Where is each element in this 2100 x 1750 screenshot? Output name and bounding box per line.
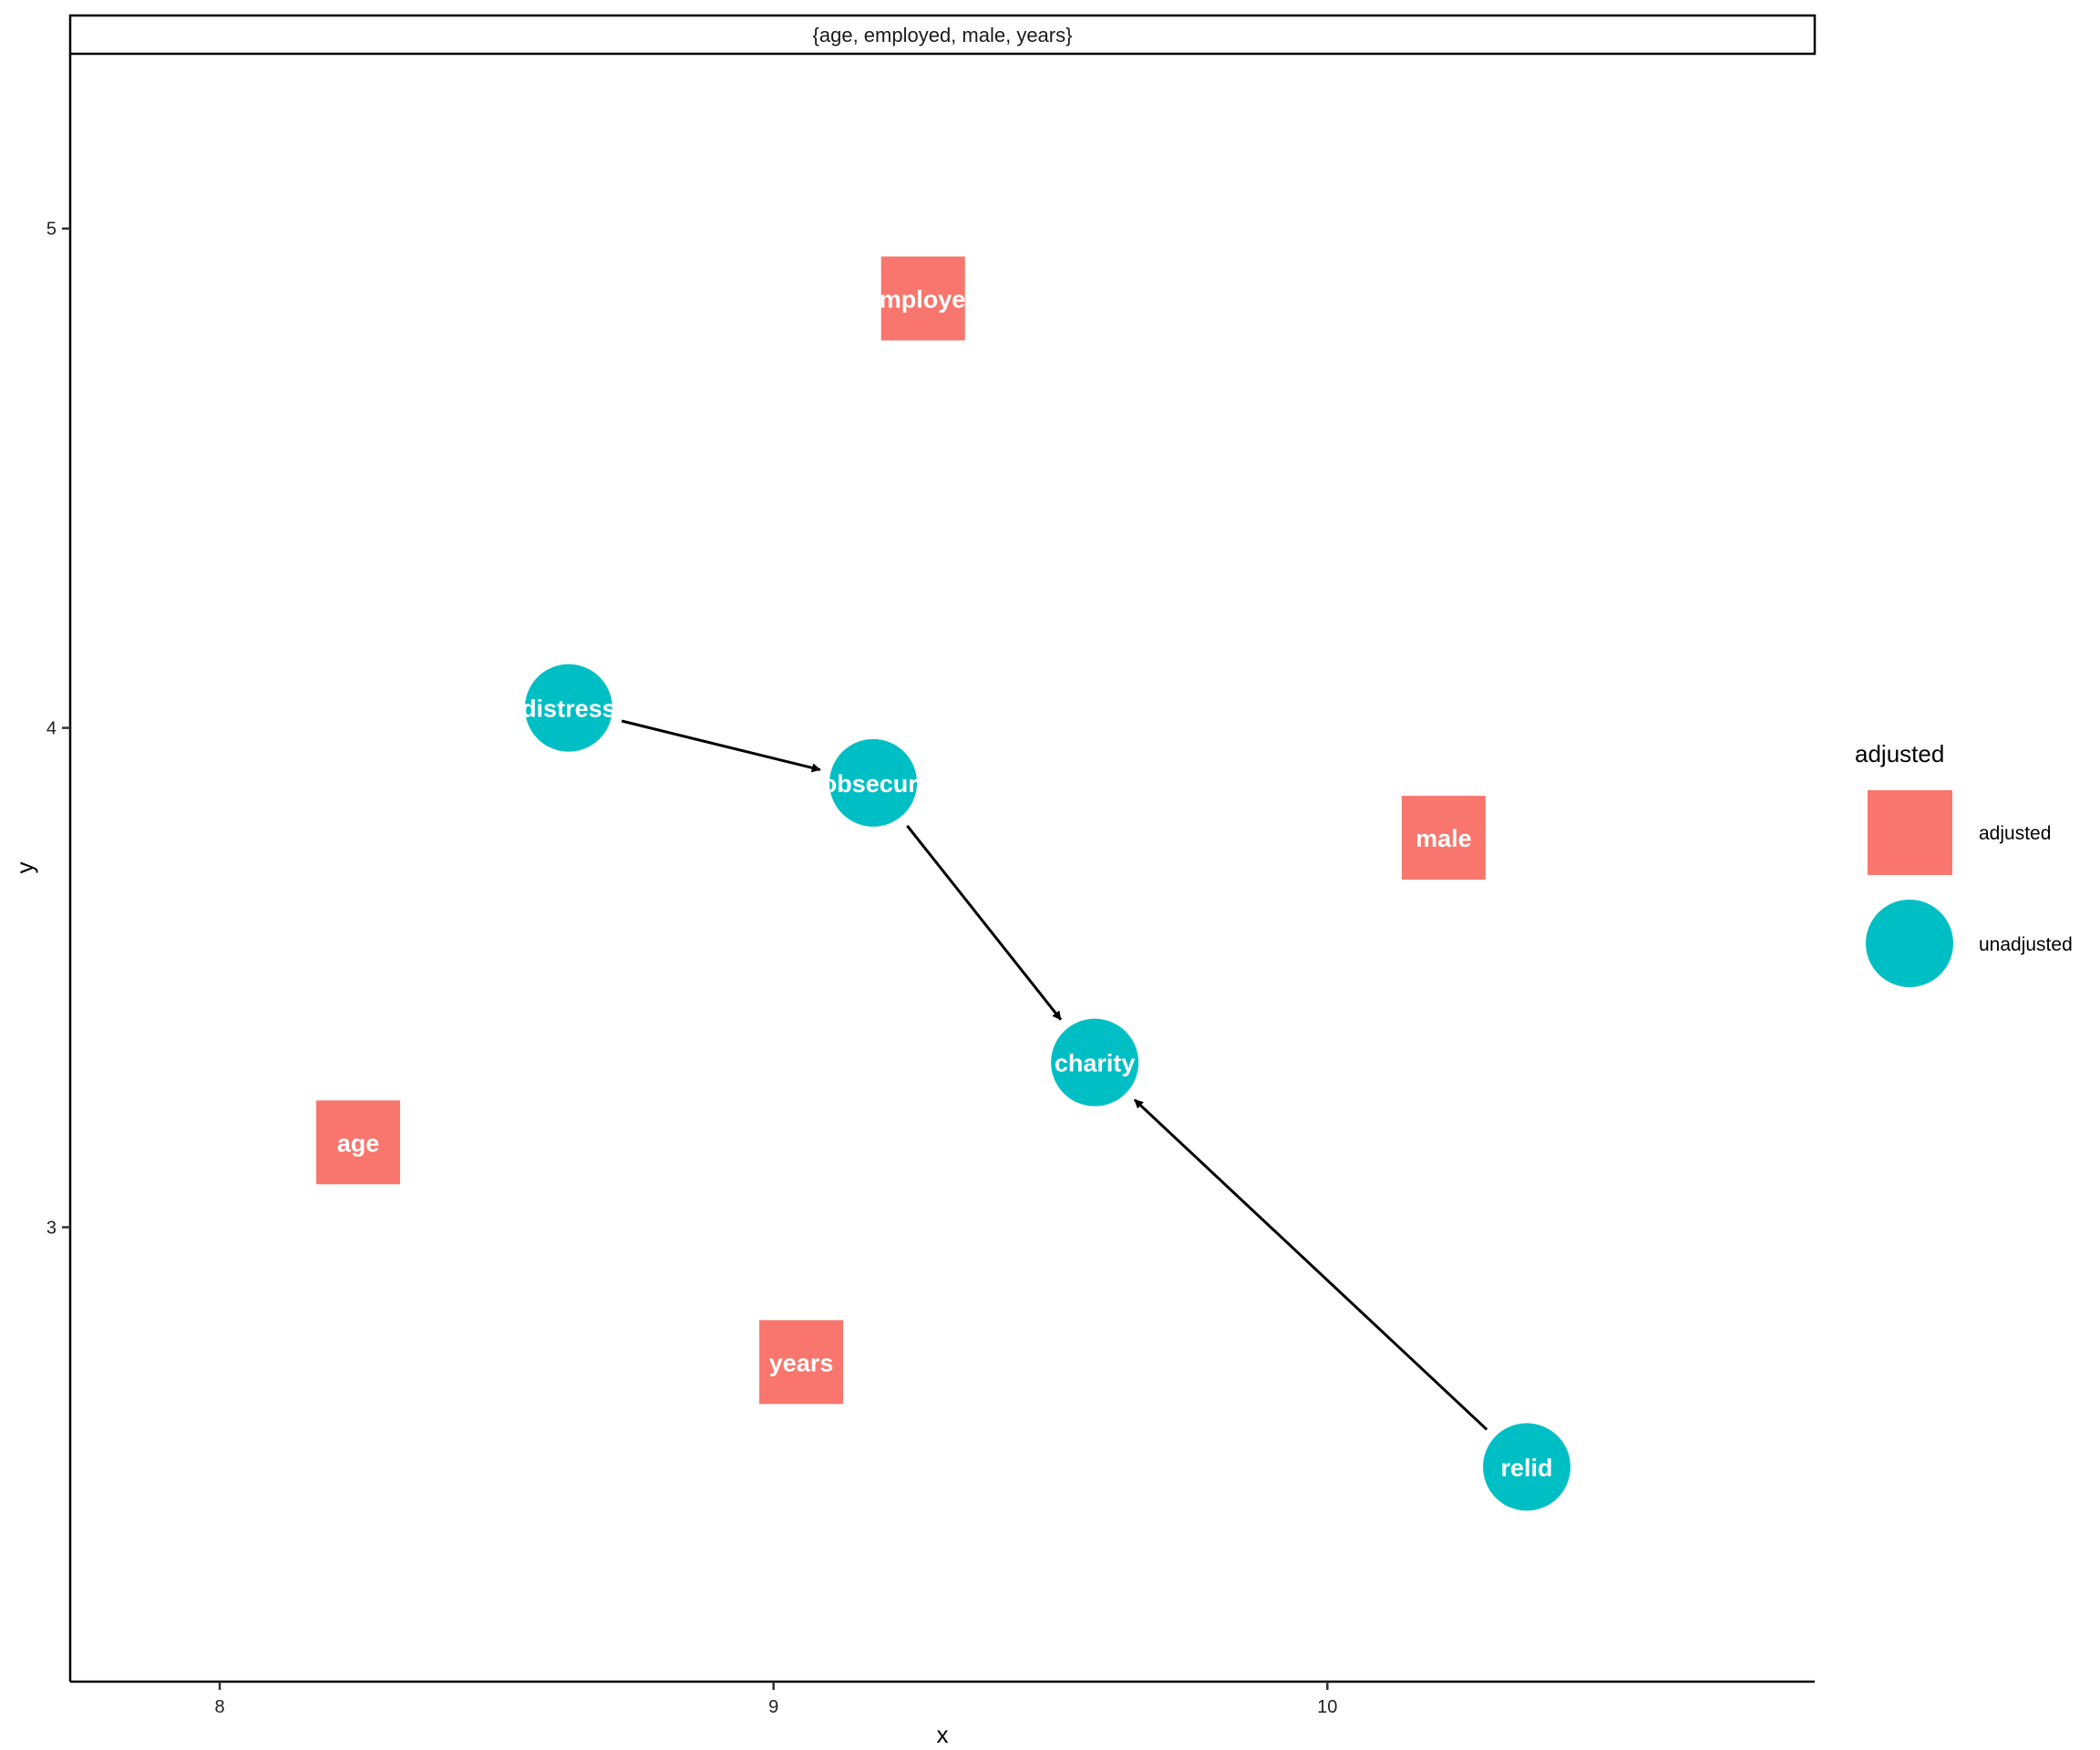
node-label-years: years (769, 1349, 834, 1376)
node-male (1401, 796, 1486, 880)
node-age (315, 1100, 400, 1185)
facet-strip-label: {age, employed, male, years} (813, 24, 1073, 46)
node-relid (1483, 1423, 1571, 1511)
node-label-age: age (337, 1129, 380, 1157)
node-jobsecure (829, 738, 918, 827)
edge-relid-charity (1133, 1098, 1488, 1431)
legend-key-adjusted (1868, 790, 1952, 875)
edge-distress-jobsecure (621, 719, 821, 773)
legend-title: adjusted (1855, 740, 1944, 767)
node-employed (880, 256, 965, 341)
x-axis-title: x (937, 1721, 949, 1748)
node-label-relid: relid (1501, 1454, 1553, 1481)
x-tick-label: 8 (214, 1697, 224, 1717)
node-label-jobsecure: jobsecure (814, 770, 932, 798)
y-tick-label: 5 (46, 220, 57, 240)
node-label-charity: charity (1055, 1050, 1136, 1077)
legend-key-unadjusted (1866, 900, 1953, 987)
node-years (759, 1320, 844, 1405)
node-distress (524, 664, 612, 752)
edge-jobsecure-charity (906, 824, 1063, 1021)
x-tick-label: 9 (768, 1697, 778, 1717)
x-tick-label: 10 (1317, 1697, 1337, 1717)
y-ticks: 3 4 5 (46, 220, 70, 1238)
x-ticks: 8 9 10 (214, 1682, 1337, 1717)
facet-strip (68, 14, 1817, 56)
node-charity (1051, 1018, 1139, 1107)
node-label-distress: distress (521, 695, 616, 723)
node-label-employed: employed (866, 285, 981, 313)
legend-label-adjusted: adjusted (1979, 823, 2051, 844)
y-tick-label: 4 (46, 719, 57, 739)
legend-label-unadjusted: unadjusted (1979, 934, 2073, 955)
legend: adjusted adjusted unadjusted (1855, 740, 2073, 987)
dag-nodes: employed distress jobsecure male charity age y… (315, 256, 1571, 1511)
y-axis-title: y (11, 862, 38, 874)
dag-edges (621, 719, 1488, 1431)
node-label-male: male (1415, 825, 1472, 852)
y-tick-label: 3 (46, 1218, 57, 1238)
